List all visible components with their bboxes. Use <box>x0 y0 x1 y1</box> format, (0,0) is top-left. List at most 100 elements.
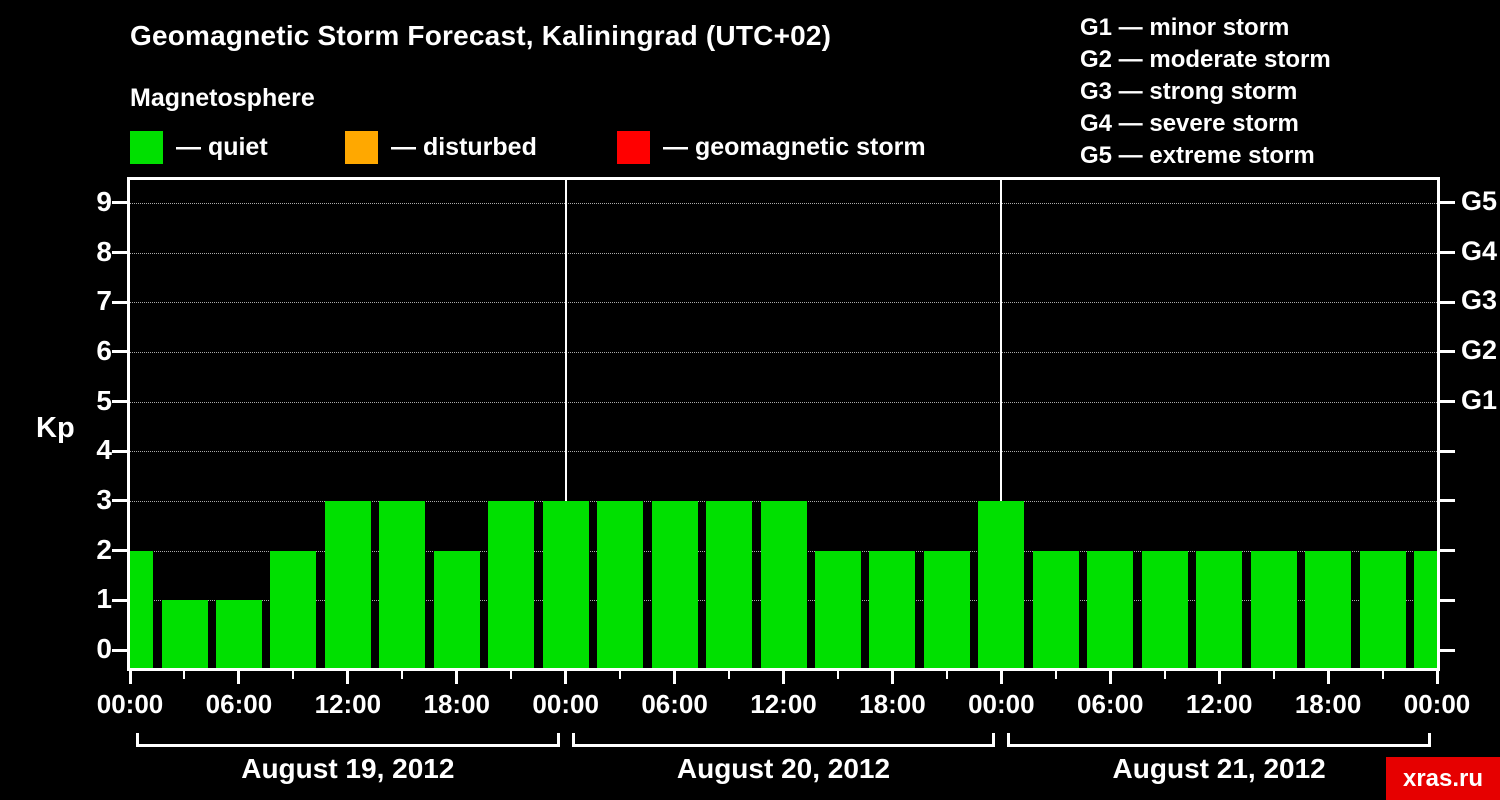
kp-bar <box>1359 550 1406 668</box>
y-tick-label: 0 <box>96 633 112 664</box>
chart-subtitle: Magnetosphere <box>130 84 315 112</box>
y-tick-right <box>1440 549 1455 553</box>
kp-bar <box>130 550 153 668</box>
kp-bar <box>760 501 807 668</box>
right-axis-label: G2 <box>1461 334 1498 365</box>
legend-label-storm: — geomagnetic storm <box>663 133 926 161</box>
y-tick-label: 2 <box>96 533 112 565</box>
right-axis-label: G4 <box>1461 235 1498 266</box>
x-tick <box>564 671 568 684</box>
day-axis-cap <box>571 733 575 747</box>
x-minor-tick <box>183 671 186 679</box>
day-axis-line <box>571 744 996 747</box>
y-tick <box>112 648 127 652</box>
y-tick <box>112 251 127 255</box>
y-tick <box>112 499 127 503</box>
gridline <box>130 351 1437 353</box>
kp-bar <box>1250 550 1297 668</box>
x-tick-label: 12:00 <box>314 689 382 719</box>
kp-bar <box>597 501 644 668</box>
y-tick-right <box>1440 350 1455 354</box>
kp-bar <box>1414 550 1437 668</box>
y-tick-label: 9 <box>96 185 112 217</box>
kp-bar <box>651 501 698 668</box>
gridline <box>130 202 1437 204</box>
x-tick <box>1108 671 1112 684</box>
y-tick-right <box>1440 499 1455 503</box>
kp-bar <box>488 501 535 668</box>
kp-bar <box>161 600 208 668</box>
x-minor-tick <box>510 671 513 679</box>
x-tick-label: 06:00 <box>1077 689 1144 719</box>
x-tick <box>1326 671 1330 684</box>
y-tick-label: 8 <box>96 235 112 267</box>
y-tick <box>112 300 127 304</box>
x-minor-tick <box>619 671 622 679</box>
gridline <box>130 302 1437 304</box>
watermark-text: xras.ru <box>1402 764 1484 792</box>
storm-scale-legend: G1 — minor storm G2 — moderate storm G3 … <box>1080 12 1331 172</box>
x-tick <box>890 671 894 684</box>
watermark-badge[interactable]: xras.ru <box>1386 757 1500 800</box>
kp-bar <box>978 501 1025 668</box>
day-label: August 19, 2012 <box>241 753 455 784</box>
x-tick <box>782 671 785 684</box>
legend-label-quiet: — quiet <box>176 133 268 161</box>
chart-title: Geomagnetic Storm Forecast, Kaliningrad … <box>130 20 832 51</box>
y-tick-right <box>1440 449 1455 453</box>
y-axis-title: Kp <box>36 412 75 444</box>
y-tick <box>112 400 127 404</box>
x-tick-label: 00:00 <box>968 689 1035 719</box>
day-boundary-line <box>1000 180 1003 668</box>
x-tick <box>237 671 241 684</box>
x-tick <box>455 671 459 684</box>
right-axis-label: G5 <box>1461 185 1498 216</box>
kp-bar <box>324 501 371 668</box>
legend-item-disturbed: — disturbed <box>345 131 537 164</box>
kp-bar <box>1087 550 1134 668</box>
y-tick-right <box>1440 400 1455 404</box>
storm-scale-g3: G3 — strong storm <box>1080 78 1298 105</box>
day-boundary-line <box>564 180 567 668</box>
day-axis-line <box>1007 744 1431 747</box>
x-tick-label: 06:00 <box>205 689 273 719</box>
x-tick <box>346 671 350 684</box>
x-tick-label: 18:00 <box>423 689 491 719</box>
x-tick-label: 00:00 <box>96 689 164 719</box>
kp-bar <box>1305 550 1352 668</box>
day-label: August 20, 2012 <box>676 753 891 784</box>
disturbed-color-swatch <box>345 131 378 164</box>
x-minor-tick <box>836 671 839 679</box>
y-tick-label: 3 <box>96 483 112 515</box>
x-tick <box>999 671 1003 684</box>
day-axis-cap <box>556 733 560 747</box>
kp-bar <box>923 550 970 668</box>
gridline <box>130 451 1437 453</box>
kp-bar <box>215 600 262 668</box>
day-axis-cap <box>992 733 996 747</box>
y-tick <box>112 449 127 453</box>
plot-frame <box>127 177 1440 671</box>
x-tick-label: 12:00 <box>1185 689 1253 719</box>
y-tick-label: 1 <box>96 583 112 615</box>
x-tick <box>673 671 677 684</box>
day-axis-line <box>136 744 560 747</box>
x-tick <box>1217 671 1221 684</box>
y-tick <box>112 350 127 354</box>
day-axis-cap <box>1428 733 1431 747</box>
x-tick <box>1435 671 1439 684</box>
x-minor-tick <box>945 671 948 679</box>
x-minor-tick <box>728 671 731 679</box>
x-minor-tick <box>1381 671 1384 679</box>
y-tick-right <box>1440 598 1455 602</box>
kp-bar <box>869 550 916 668</box>
day-axis-cap <box>136 733 139 747</box>
storm-scale-g4: G4 — severe storm <box>1080 110 1299 137</box>
y-tick-right <box>1440 201 1455 205</box>
plot-area <box>130 180 1437 668</box>
y-tick-right <box>1440 648 1455 652</box>
x-minor-tick <box>1272 671 1275 679</box>
day-label: August 21, 2012 <box>1112 753 1326 784</box>
kp-bar <box>542 501 589 668</box>
